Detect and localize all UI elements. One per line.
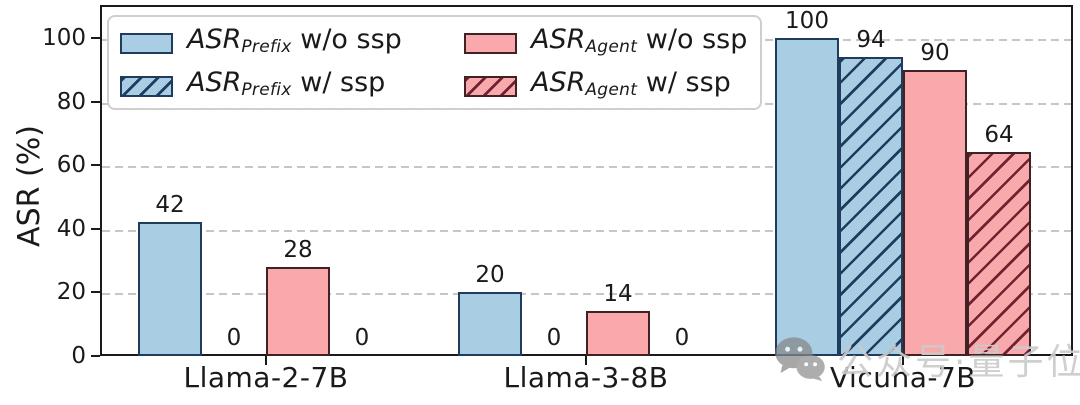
x-tick bbox=[902, 356, 904, 365]
bar-Vicuna-7B-ASR_Agent w/ ssp bbox=[967, 152, 1031, 356]
gridline-60 bbox=[102, 166, 1071, 169]
legend-swatch-hatched-blue bbox=[120, 75, 173, 97]
y-tick bbox=[91, 100, 100, 103]
bar-value-label: 94 bbox=[856, 27, 886, 54]
bar-value-label: 90 bbox=[920, 39, 950, 66]
y-tick-label: 20 bbox=[56, 279, 86, 306]
gridline-40 bbox=[102, 229, 1071, 232]
y-tick bbox=[91, 355, 100, 357]
bar-value-label: 0 bbox=[226, 325, 242, 351]
bar-Llama-2-7B-ASR_Prefix w/o ssp bbox=[138, 222, 202, 356]
y-tick-label: 80 bbox=[56, 88, 86, 115]
legend-label: ASRPrefix w/ ssp bbox=[187, 66, 386, 100]
y-tick bbox=[91, 291, 100, 294]
legend-item-asr-prefix-wo-ssp: ASRPrefix w/o ssp bbox=[120, 23, 464, 62]
bar-value-label: 14 bbox=[603, 281, 633, 308]
legend-item-asr-agent-w-ssp: ASRAgent w/ ssp bbox=[464, 66, 760, 105]
bar-value-label: 0 bbox=[674, 325, 690, 351]
y-tick bbox=[91, 227, 100, 230]
bar-value-label: 20 bbox=[475, 262, 505, 289]
y-tick-label: 100 bbox=[42, 25, 86, 51]
bar-value-label: 0 bbox=[354, 325, 370, 351]
bar-Vicuna-7B-ASR_Prefix w/ ssp bbox=[839, 57, 903, 356]
y-tick bbox=[91, 37, 100, 39]
legend-label: ASRPrefix w/o ssp bbox=[187, 23, 402, 57]
gridline-20 bbox=[102, 293, 1071, 296]
y-tick bbox=[91, 164, 100, 167]
bar-value-label: 28 bbox=[283, 236, 313, 263]
category-label-Vicuna-7B: Vicuna-7B bbox=[830, 361, 976, 394]
bar-Vicuna-7B-ASR_Agent w/o ssp bbox=[903, 69, 967, 356]
legend-item-asr-agent-wo-ssp: ASRAgent w/o ssp bbox=[464, 23, 760, 62]
category-label-Llama-3-8B: Llama-3-8B bbox=[503, 361, 669, 394]
x-tick bbox=[585, 356, 587, 365]
legend-swatch-solid-pink bbox=[464, 32, 517, 54]
y-tick-label: 0 bbox=[71, 343, 86, 369]
legend-label: ASRAgent w/o ssp bbox=[531, 23, 748, 57]
legend-label: ASRAgent w/ ssp bbox=[531, 66, 731, 100]
bar-Llama-2-7B-ASR_Agent w/o ssp bbox=[266, 266, 330, 356]
bar-Vicuna-7B-ASR_Prefix w/o ssp bbox=[775, 38, 839, 356]
bar-value-label: 64 bbox=[984, 122, 1014, 149]
y-tick-label: 40 bbox=[56, 215, 86, 242]
bar-value-label: 100 bbox=[785, 8, 829, 34]
legend-swatch-hatched-pink bbox=[464, 75, 517, 97]
legend-item-asr-prefix-w-ssp: ASRPrefix w/ ssp bbox=[120, 66, 464, 105]
bar-value-label: 42 bbox=[155, 192, 185, 219]
bar-Llama-3-8B-ASR_Prefix w/o ssp bbox=[458, 292, 522, 356]
x-tick bbox=[265, 356, 267, 365]
bar-value-label: 0 bbox=[546, 325, 562, 351]
bar-Llama-3-8B-ASR_Agent w/o ssp bbox=[586, 311, 650, 356]
y-tick-label: 60 bbox=[56, 152, 86, 179]
category-label-Llama-2-7B: Llama-2-7B bbox=[183, 361, 349, 394]
legend: ASRPrefix w/o ssp ASRPrefix w/ ssp ASRAg… bbox=[107, 15, 762, 110]
legend-swatch-solid-blue bbox=[120, 32, 173, 54]
